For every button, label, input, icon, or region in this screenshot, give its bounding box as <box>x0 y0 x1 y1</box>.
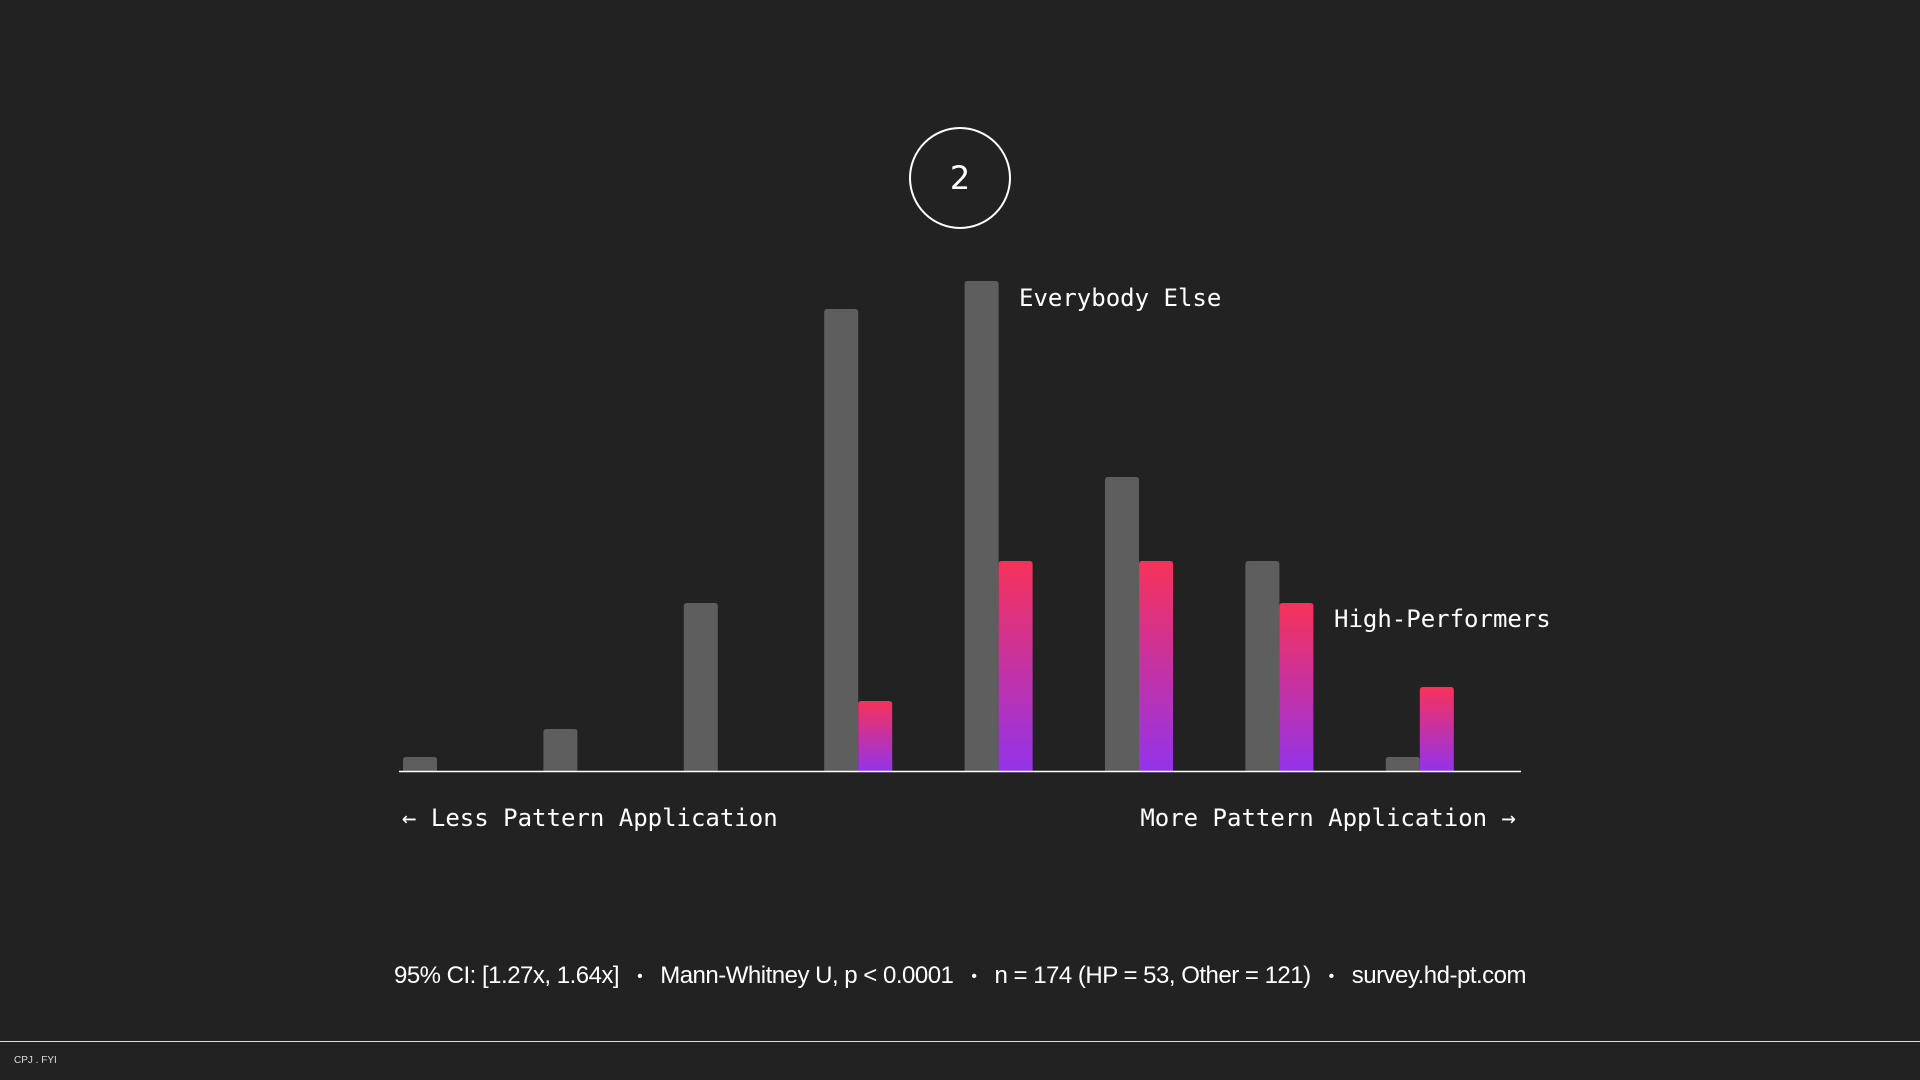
bar-everybody-else-5 <box>964 281 999 771</box>
bar-everybody-else-2 <box>543 729 578 771</box>
slide-number: 2 <box>949 159 971 197</box>
bar-everybody-else-7 <box>1245 561 1280 771</box>
survey-link[interactable]: survey.hd-pt.com <box>1351 962 1527 989</box>
footer-stats: 95% CI: [1.27x, 1.64x] • Mann-Whitney U, p… <box>0 962 1920 990</box>
footer-divider <box>0 1041 1920 1042</box>
bar-high-performers-8 <box>1419 687 1454 771</box>
x-axis-label-right: More Pattern Application → <box>1140 804 1516 832</box>
bar-everybody-else-6 <box>1105 477 1139 771</box>
bar-everybody-else-4 <box>824 309 859 771</box>
bar-high-performers-5 <box>998 561 1033 771</box>
bar-everybody-else-3 <box>683 603 718 771</box>
legend-label-everybody-else: Everybody Else <box>1019 284 1222 312</box>
slide-number-badge: 2 <box>909 127 1011 229</box>
bar-high-performers-7 <box>1279 603 1314 771</box>
brand-label: CPJ . FYI <box>14 1055 57 1066</box>
test-result: Mann-Whitney U, p < 0.0001 <box>660 962 954 989</box>
separator: • <box>971 967 977 985</box>
bar-high-performers-4 <box>858 701 893 771</box>
confidence-interval: 95% CI: [1.27x, 1.64x] <box>393 962 620 989</box>
separator: • <box>1328 967 1335 985</box>
separator: • <box>637 967 643 985</box>
bar-high-performers-6 <box>1139 561 1173 771</box>
bar-everybody-else-1 <box>403 757 437 771</box>
legend-label-high-performers: High-Performers <box>1334 605 1551 633</box>
bar-everybody-else-8 <box>1385 757 1420 771</box>
x-axis-label-left: ← Less Pattern Application <box>402 804 778 832</box>
sample-size: n = 174 (HP = 53, Other = 121) <box>994 962 1312 989</box>
